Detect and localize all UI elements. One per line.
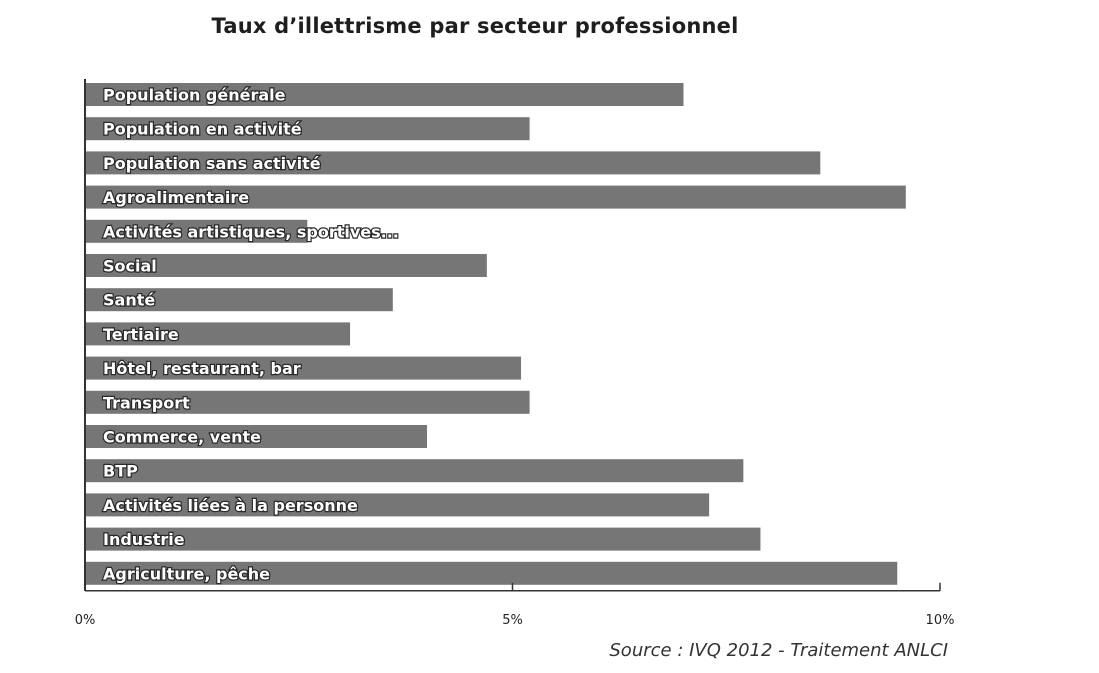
- category-label: Population en activité: [103, 120, 302, 139]
- x-tick-label: 5%: [502, 613, 523, 628]
- category-label: Social: [103, 257, 157, 276]
- bar: [85, 185, 906, 209]
- bar: [85, 561, 898, 585]
- bar: [85, 356, 522, 380]
- category-label: Hôtel, restaurant, bar: [103, 359, 301, 378]
- category-label: BTP: [103, 462, 138, 481]
- bars-group: Population générale Population en activit…: [85, 83, 906, 585]
- x-tick-label: 10%: [926, 613, 955, 628]
- bar: [85, 288, 393, 312]
- bar: [85, 390, 530, 414]
- source-note: Source : IVQ 2012 - Traitement ANLCI: [609, 640, 948, 661]
- x-axis: 0% 5% 10%: [75, 79, 955, 628]
- chart-title: Taux d’illettrisme par secteur professio…: [211, 14, 739, 38]
- category-label: Agriculture, pêche: [103, 564, 270, 583]
- bar: [85, 425, 427, 448]
- bar: [85, 459, 744, 483]
- category-label: Activités liées à la personne: [103, 496, 358, 515]
- category-label: Transport: [103, 393, 190, 412]
- category-label: Activités artistiques, sportives...: [103, 222, 399, 241]
- bar: [85, 219, 308, 243]
- category-label: Tertiaire: [103, 325, 179, 344]
- bar: [85, 83, 684, 106]
- category-label: Commerce, vente: [103, 428, 261, 447]
- bar: [85, 493, 710, 517]
- bar: [85, 151, 821, 175]
- category-label: Santé: [103, 291, 155, 310]
- bar: [85, 254, 487, 277]
- bar: [85, 527, 761, 551]
- x-tick-label: 0%: [75, 613, 96, 628]
- category-label: Population sans activité: [103, 154, 321, 173]
- category-label: Population générale: [103, 86, 286, 105]
- bar: [85, 322, 351, 346]
- bar: [85, 117, 530, 141]
- category-label: Agroalimentaire: [103, 188, 249, 207]
- category-label: Industrie: [103, 530, 185, 549]
